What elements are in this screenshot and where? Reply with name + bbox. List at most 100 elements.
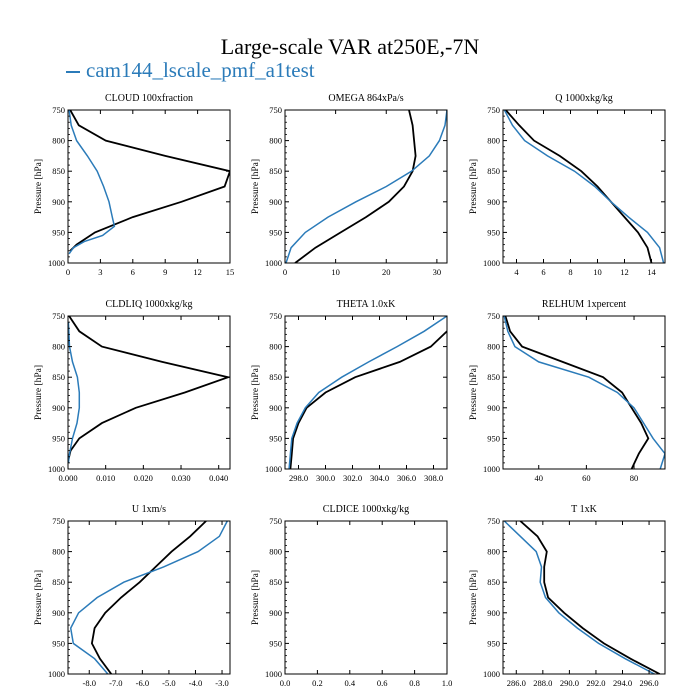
x-tick-label: 14 <box>647 267 656 277</box>
x-tick-label: 6 <box>131 267 135 277</box>
y-tick-label: 750 <box>52 105 65 115</box>
y-tick-label: 750 <box>487 516 500 526</box>
y-tick-label: 750 <box>487 311 500 321</box>
series-line-2 <box>68 110 116 255</box>
plot-frame <box>502 109 666 264</box>
x-tick-label: 0 <box>66 267 70 277</box>
y-tick-label: 900 <box>487 403 500 413</box>
panel-3: Q 1000xkg/kg Pressure [hPa] 750 800 850 900 95… <box>469 93 666 277</box>
y-tick-label: 950 <box>269 638 282 648</box>
y-tick-label: 1000 <box>265 258 282 268</box>
x-tick-label: 30 <box>433 267 442 277</box>
series-line-1 <box>90 521 207 674</box>
y-tick-label: 800 <box>269 547 282 557</box>
y-tick-label: 850 <box>487 166 500 176</box>
legend: cam144_lscale_pmf_a1test <box>66 58 315 83</box>
series-line-2 <box>503 110 665 263</box>
series-line-1 <box>68 316 230 461</box>
panel-title: OMEGA 864xPa/s <box>328 93 403 104</box>
panel-title: Q 1000xkg/kg <box>555 93 613 104</box>
y-tick-label: 800 <box>269 136 282 146</box>
y-tick-label: 1000 <box>265 464 282 474</box>
x-tick-label: 290.0 <box>560 678 579 688</box>
x-tick-label: 0.030 <box>171 473 190 483</box>
y-tick-label: 900 <box>487 608 500 618</box>
y-tick-label: 1000 <box>265 669 282 679</box>
series-line-2 <box>503 521 655 674</box>
x-tick-label: -4.0 <box>189 678 202 688</box>
y-axis-label: Pressure [hPa] <box>469 570 479 625</box>
y-tick-label: 900 <box>269 608 282 618</box>
series-line-2 <box>285 110 447 263</box>
panel-6: RELHUM 1xpercent Pressure [hPa] 750 800 850 9… <box>469 299 666 483</box>
y-tick-label: 750 <box>269 516 282 526</box>
x-tick-label: 10 <box>331 267 340 277</box>
y-tick-label: 850 <box>269 166 282 176</box>
y-tick-label: 1000 <box>48 669 65 679</box>
x-tick-label: 308.0 <box>424 473 443 483</box>
y-tick-label: 900 <box>52 197 65 207</box>
series-line-2 <box>503 316 665 469</box>
series-line-1 <box>289 330 447 469</box>
x-tick-label: 1.0 <box>442 678 453 688</box>
x-tick-label: 0.0 <box>280 678 291 688</box>
x-tick-label: -8.0 <box>83 678 96 688</box>
panel-title: RELHUM 1xpercent <box>542 299 626 310</box>
y-tick-label: 900 <box>52 608 65 618</box>
series-line-1 <box>505 110 653 263</box>
plot-frame <box>284 109 448 264</box>
plot-frame <box>67 109 231 264</box>
y-tick-label: 1000 <box>48 464 65 474</box>
legend-line-swatch <box>66 71 80 74</box>
x-tick-label: 0.040 <box>209 473 228 483</box>
x-tick-label: 0 <box>283 267 287 277</box>
x-tick-label: 0.8 <box>409 678 420 688</box>
panel-1: CLOUD 100xfraction Pressure [hPa] 750 800 85… <box>34 93 234 277</box>
x-tick-label: 286.0 <box>507 678 526 688</box>
y-axis-label: Pressure [hPa] <box>469 159 479 214</box>
plot-frame <box>284 520 448 675</box>
plot-frame <box>502 315 666 470</box>
x-tick-label: -7.0 <box>109 678 122 688</box>
x-tick-label: 298.0 <box>289 473 308 483</box>
y-axis-label: Pressure [hPa] <box>34 159 44 214</box>
panel-2: OMEGA 864xPa/s Pressure [hPa] 750 800 850 900… <box>251 93 448 277</box>
y-axis-label: Pressure [hPa] <box>34 365 44 420</box>
panel-title: U 1xm/s <box>132 504 166 515</box>
y-tick-label: 950 <box>487 638 500 648</box>
y-tick-label: 800 <box>52 136 65 146</box>
series-line-1 <box>519 521 661 674</box>
x-tick-label: 40 <box>534 473 543 483</box>
x-tick-label: 288.0 <box>533 678 552 688</box>
x-tick-label: 3 <box>98 267 102 277</box>
y-tick-label: 900 <box>52 403 65 413</box>
x-tick-label: 296.0 <box>640 678 659 688</box>
panel-title: CLOUD 100xfraction <box>105 93 193 104</box>
x-tick-label: 10 <box>593 267 602 277</box>
x-tick-label: 12 <box>193 267 202 277</box>
x-tick-label: 80 <box>630 473 639 483</box>
x-tick-label: 60 <box>582 473 591 483</box>
y-tick-label: 800 <box>487 547 500 557</box>
page-title: Large-scale VAR at250E,-7N <box>220 34 480 59</box>
y-tick-label: 800 <box>487 136 500 146</box>
x-tick-label: 0.2 <box>312 678 323 688</box>
plot-frame <box>67 315 231 470</box>
series-line-2 <box>68 322 81 463</box>
y-tick-label: 850 <box>52 372 65 382</box>
y-tick-label: 900 <box>269 403 282 413</box>
y-axis-label: Pressure [hPa] <box>251 570 261 625</box>
series-line-2 <box>69 521 228 674</box>
x-tick-label: 9 <box>163 267 167 277</box>
y-tick-label: 750 <box>52 311 65 321</box>
y-tick-label: 950 <box>52 433 65 443</box>
plot-frame <box>284 315 448 470</box>
series-line-1 <box>504 316 650 469</box>
y-tick-label: 850 <box>269 577 282 587</box>
y-axis-label: Pressure [hPa] <box>251 365 261 420</box>
x-tick-label: -6.0 <box>136 678 149 688</box>
x-tick-label: 304.0 <box>370 473 389 483</box>
y-tick-label: 800 <box>269 342 282 352</box>
y-tick-label: 750 <box>487 105 500 115</box>
y-tick-label: 800 <box>487 342 500 352</box>
